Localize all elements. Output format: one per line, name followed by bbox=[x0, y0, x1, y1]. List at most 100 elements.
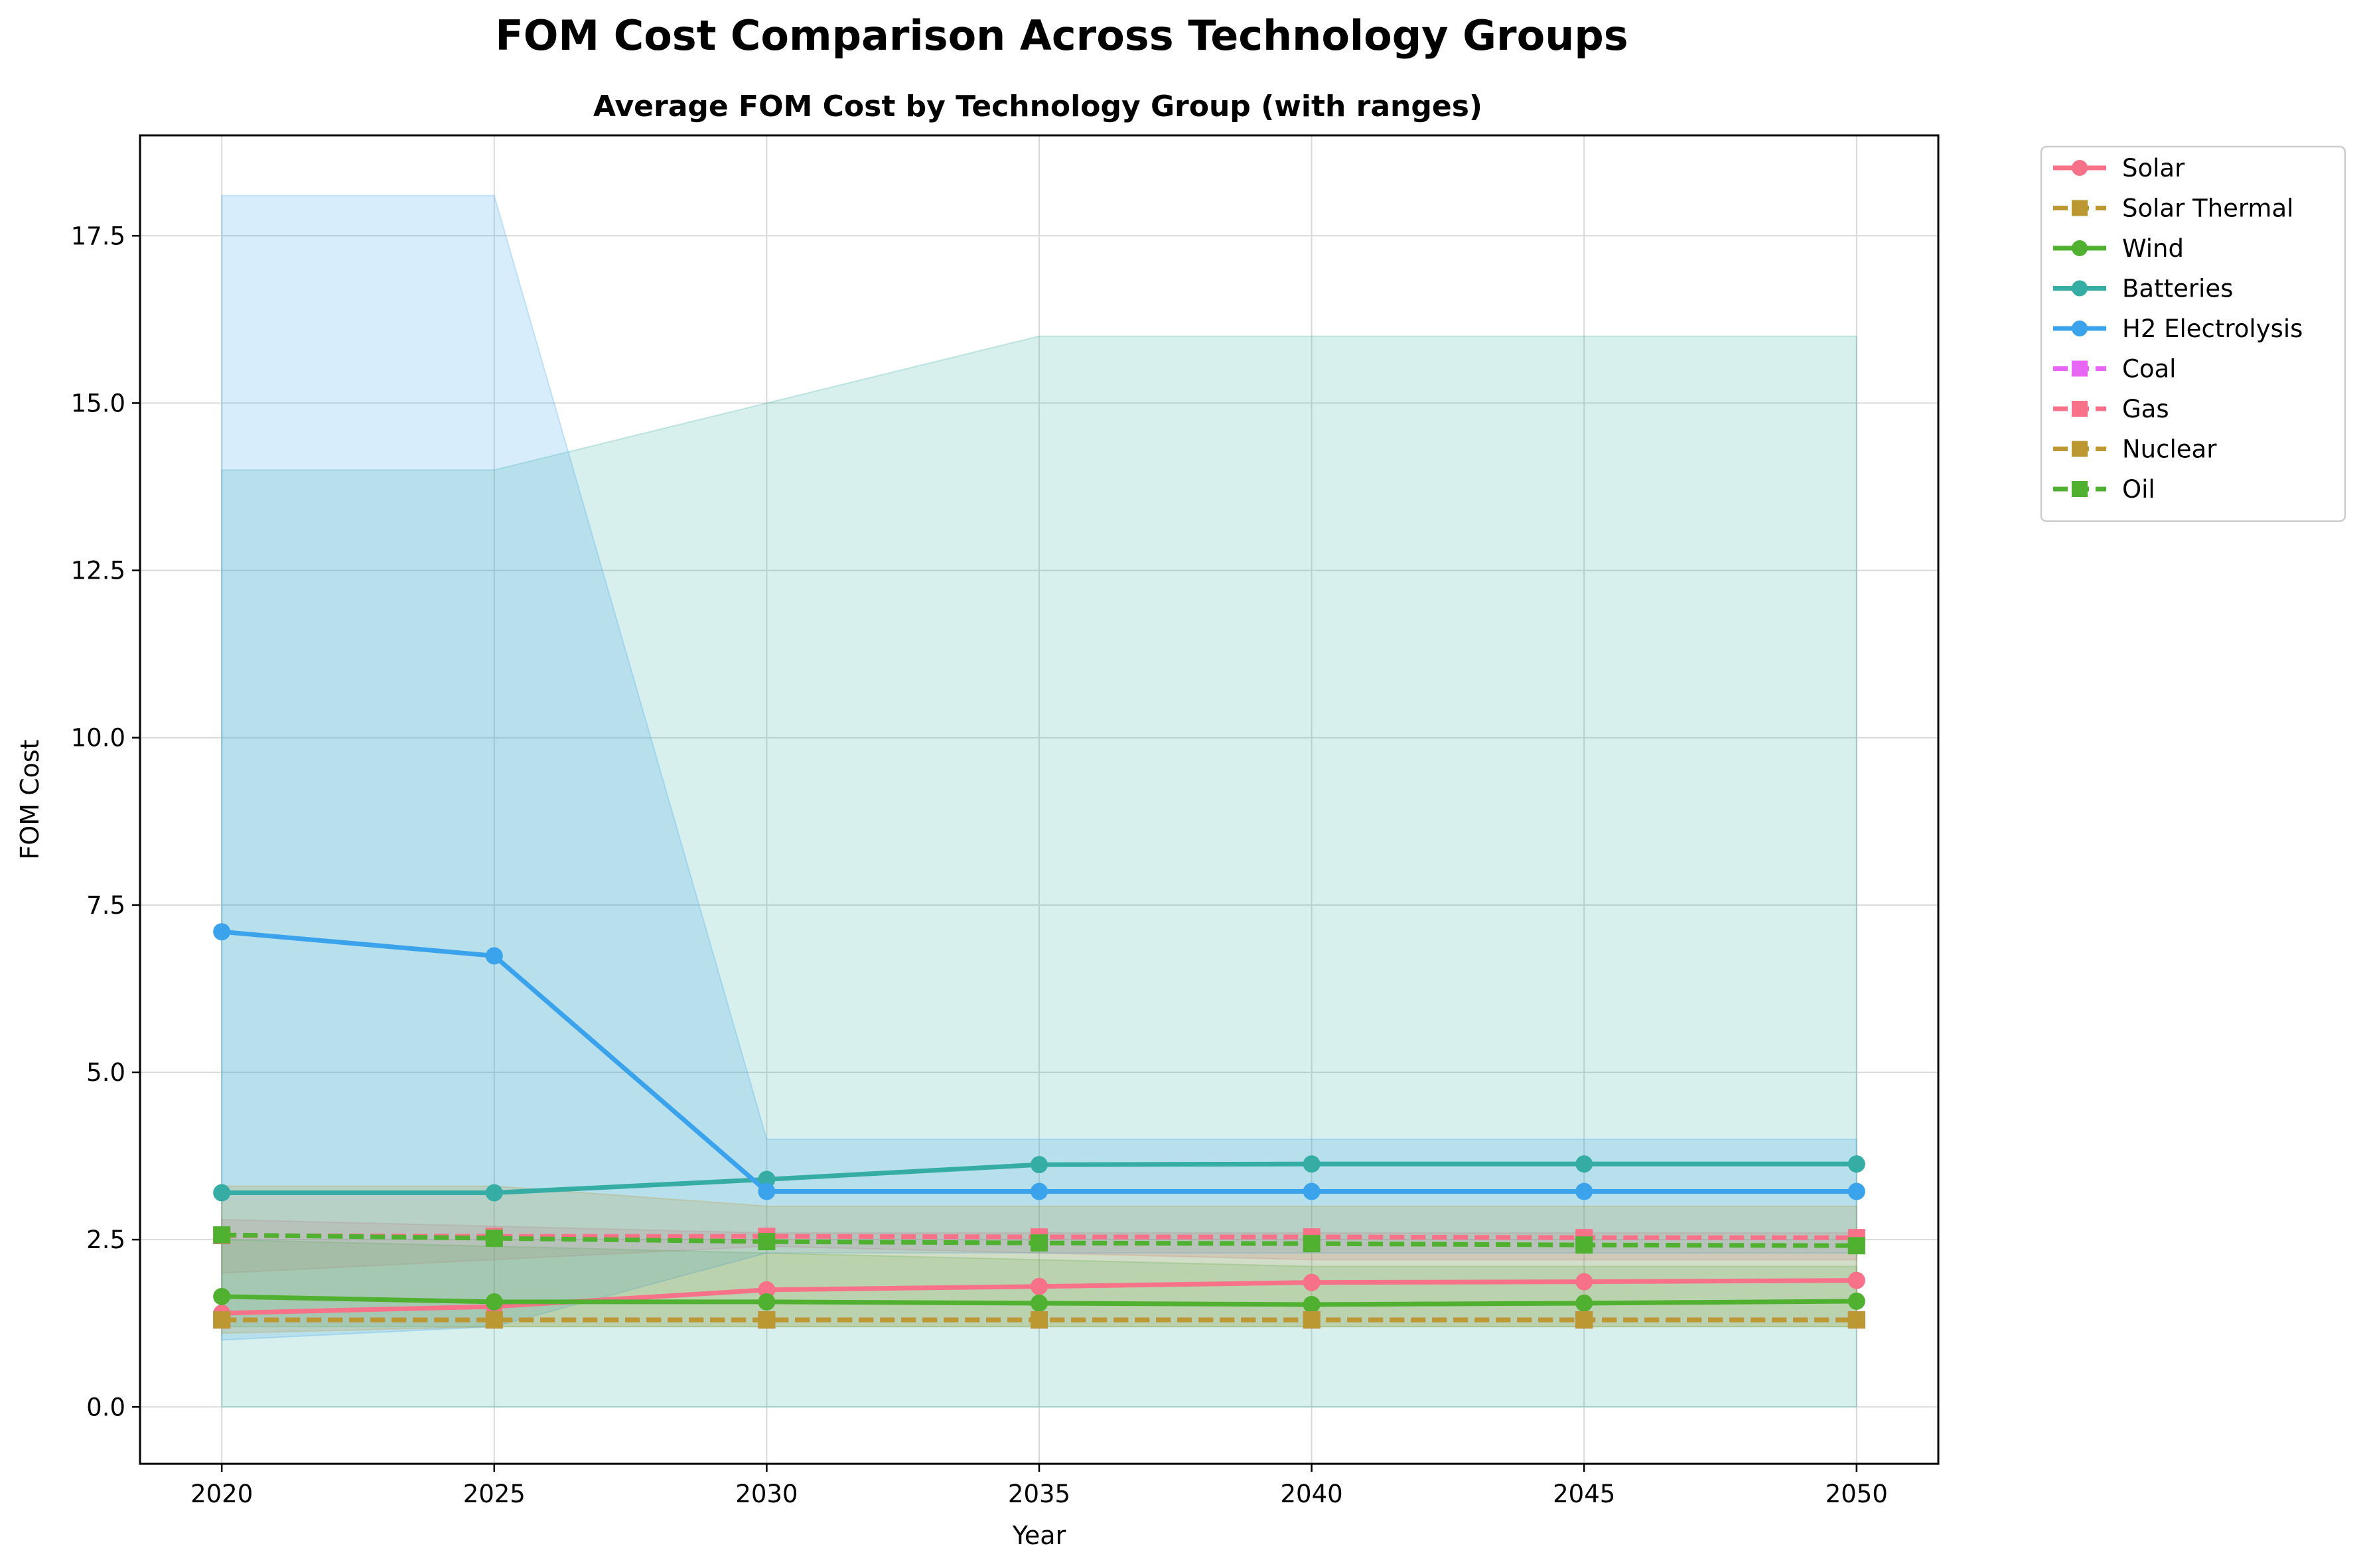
legend-item-gas: Gas bbox=[2053, 395, 2169, 423]
x-axis: 2020 2025 2030 2035 2040 2045 2050 bbox=[190, 1464, 1888, 1508]
x-tick-label: 2040 bbox=[1281, 1480, 1343, 1508]
data-point-h2-electrolysis bbox=[213, 923, 231, 941]
data-point-batteries bbox=[1031, 1156, 1048, 1174]
data-point-h2-electrolysis bbox=[1847, 1182, 1865, 1200]
data-point-solar bbox=[1847, 1271, 1865, 1289]
series-oil bbox=[213, 1226, 1865, 1255]
x-tick-label: 2045 bbox=[1553, 1480, 1615, 1508]
data-point-wind bbox=[1575, 1294, 1593, 1312]
legend-marker bbox=[2072, 240, 2088, 256]
data-point-nuclear bbox=[1031, 1311, 1048, 1329]
legend-marker bbox=[2072, 280, 2088, 297]
x-tick-label: 2025 bbox=[463, 1480, 526, 1508]
legend-label: Wind bbox=[2122, 234, 2184, 263]
legend-label: H2 Electrolysis bbox=[2122, 315, 2303, 343]
legend-item-oil: Oil bbox=[2053, 475, 2155, 504]
series-h2-electrolysis bbox=[213, 923, 1865, 1200]
legend-label: Batteries bbox=[2122, 275, 2233, 303]
legend-item-h2-electrolysis: H2 Electrolysis bbox=[2053, 315, 2303, 343]
data-point-wind bbox=[213, 1287, 231, 1305]
legend-item-coal: Coal bbox=[2053, 355, 2176, 384]
data-point-oil bbox=[1031, 1234, 1048, 1252]
y-axis-label: FOM Cost bbox=[15, 739, 44, 859]
legend-label: Solar Thermal bbox=[2122, 194, 2293, 223]
data-point-oil bbox=[213, 1226, 231, 1244]
data-point-h2-electrolysis bbox=[758, 1182, 776, 1200]
x-tick-label: 2035 bbox=[1008, 1480, 1070, 1508]
legend-box bbox=[2040, 145, 2346, 522]
legend: Solar Solar Thermal Wind Batteries H2 Electr… bbox=[2040, 145, 2346, 522]
legend-item-solar: Solar bbox=[2053, 154, 2185, 182]
data-point-nuclear bbox=[1847, 1311, 1865, 1329]
data-point-oil bbox=[758, 1233, 776, 1251]
legend-item-wind: Wind bbox=[2053, 234, 2184, 263]
y-tick-label: 0.0 bbox=[86, 1393, 125, 1421]
x-axis-label: Year bbox=[1012, 1521, 1066, 1550]
range-band-batteries bbox=[221, 335, 1857, 1408]
y-tick-label: 12.5 bbox=[71, 557, 125, 585]
range-bands bbox=[221, 194, 1857, 1408]
series-lines bbox=[213, 923, 1865, 1329]
data-point-oil bbox=[1847, 1237, 1865, 1255]
legend-marker bbox=[2072, 321, 2088, 336]
data-point-wind bbox=[758, 1293, 776, 1311]
legend-item-solar-thermal: Solar Thermal bbox=[2053, 194, 2293, 223]
y-tick-label: 2.5 bbox=[86, 1226, 125, 1254]
legend-marker bbox=[2072, 401, 2088, 417]
x-tick-label: 2050 bbox=[1826, 1480, 1888, 1508]
plot-title: Average FOM Cost by Technology Group (wi… bbox=[593, 90, 1482, 123]
legend-marker bbox=[2072, 441, 2088, 457]
data-point-h2-electrolysis bbox=[1031, 1182, 1048, 1200]
legend-label: Gas bbox=[2122, 395, 2169, 423]
legend-label: Coal bbox=[2122, 355, 2176, 384]
series-batteries bbox=[213, 1155, 1865, 1202]
data-point-nuclear bbox=[758, 1311, 776, 1329]
legend-item-batteries: Batteries bbox=[2053, 275, 2233, 303]
data-point-solar bbox=[1031, 1277, 1048, 1295]
x-tick-label: 2020 bbox=[190, 1480, 253, 1508]
data-point-solar bbox=[1303, 1273, 1321, 1291]
data-point-batteries bbox=[213, 1184, 231, 1202]
y-tick-label: 5.0 bbox=[86, 1058, 125, 1087]
legend-item-nuclear: Nuclear bbox=[2053, 435, 2217, 464]
data-point-oil bbox=[1303, 1235, 1321, 1253]
data-point-oil bbox=[485, 1230, 503, 1247]
data-point-h2-electrolysis bbox=[1575, 1182, 1593, 1200]
data-point-h2-electrolysis bbox=[485, 947, 503, 965]
data-point-nuclear bbox=[213, 1311, 231, 1329]
y-tick-label: 10.0 bbox=[71, 724, 125, 752]
data-point-wind bbox=[1031, 1294, 1048, 1312]
series-wind bbox=[213, 1287, 1865, 1313]
x-tick-label: 2030 bbox=[735, 1480, 798, 1508]
legend-marker bbox=[2072, 360, 2088, 377]
data-point-wind bbox=[1847, 1292, 1865, 1310]
y-tick-label: 15.0 bbox=[71, 389, 125, 417]
legend-marker bbox=[2072, 160, 2088, 176]
y-axis: 0.0 2.5 5.0 7.5 10.0 12.5 15.0 17.5 bbox=[71, 222, 140, 1421]
legend-label: Solar bbox=[2122, 154, 2185, 182]
legend-label: Oil bbox=[2122, 475, 2155, 504]
data-point-nuclear bbox=[485, 1311, 503, 1329]
figure-title: FOM Cost Comparison Across Technology Gr… bbox=[495, 11, 1628, 60]
data-point-nuclear bbox=[1303, 1311, 1321, 1329]
data-point-batteries bbox=[1303, 1155, 1321, 1173]
data-point-batteries bbox=[1847, 1155, 1865, 1173]
legend-marker bbox=[2072, 481, 2088, 497]
data-point-solar bbox=[758, 1281, 776, 1299]
data-point-nuclear bbox=[1575, 1311, 1593, 1329]
data-point-batteries bbox=[758, 1171, 776, 1188]
legend-marker bbox=[2072, 200, 2088, 216]
data-point-oil bbox=[1575, 1236, 1593, 1254]
data-point-solar bbox=[1575, 1273, 1593, 1291]
legend-label: Nuclear bbox=[2122, 435, 2217, 464]
data-point-wind bbox=[485, 1293, 503, 1311]
data-point-batteries bbox=[485, 1184, 503, 1202]
data-point-h2-electrolysis bbox=[1303, 1182, 1321, 1200]
data-point-wind bbox=[1303, 1295, 1321, 1313]
data-point-batteries bbox=[1575, 1155, 1593, 1173]
series-nuclear bbox=[213, 1311, 1865, 1329]
y-tick-label: 7.5 bbox=[86, 891, 125, 920]
y-tick-label: 17.5 bbox=[71, 222, 125, 250]
